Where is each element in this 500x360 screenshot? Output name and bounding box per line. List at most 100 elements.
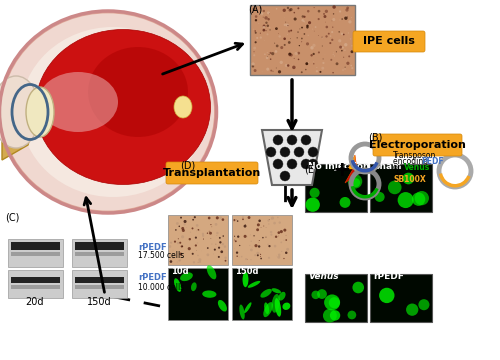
- Circle shape: [284, 37, 286, 40]
- Circle shape: [317, 289, 327, 299]
- Circle shape: [306, 62, 308, 65]
- Circle shape: [333, 13, 334, 15]
- Circle shape: [245, 258, 247, 260]
- Circle shape: [277, 217, 278, 218]
- Circle shape: [234, 219, 235, 221]
- Circle shape: [316, 70, 318, 72]
- Circle shape: [288, 53, 292, 56]
- Text: SB100X: SB100X: [393, 175, 426, 184]
- Circle shape: [298, 52, 300, 54]
- Circle shape: [266, 33, 268, 35]
- Circle shape: [348, 174, 362, 189]
- Circle shape: [270, 69, 272, 72]
- Circle shape: [260, 36, 262, 39]
- Circle shape: [306, 42, 309, 45]
- Circle shape: [326, 26, 328, 28]
- Circle shape: [339, 46, 342, 49]
- Bar: [11, 242, 60, 250]
- Ellipse shape: [36, 30, 210, 184]
- Circle shape: [181, 227, 184, 230]
- Bar: [250, 5, 355, 75]
- Circle shape: [351, 178, 360, 187]
- Text: rPEDF: rPEDF: [138, 243, 166, 252]
- Circle shape: [274, 43, 275, 44]
- Ellipse shape: [282, 302, 290, 310]
- Text: PEDF: PEDF: [421, 157, 444, 166]
- Bar: [72, 239, 127, 267]
- Circle shape: [172, 250, 174, 251]
- Circle shape: [285, 252, 288, 254]
- FancyBboxPatch shape: [353, 31, 425, 52]
- Circle shape: [278, 253, 280, 256]
- Circle shape: [302, 15, 304, 18]
- Circle shape: [180, 246, 183, 247]
- Circle shape: [278, 231, 280, 234]
- Circle shape: [336, 51, 337, 52]
- Ellipse shape: [20, 27, 206, 197]
- Circle shape: [195, 244, 197, 247]
- Text: Transposon: Transposon: [393, 150, 436, 159]
- Circle shape: [255, 19, 257, 22]
- Text: 150d: 150d: [86, 297, 112, 307]
- Text: Venus: Venus: [404, 162, 430, 171]
- Circle shape: [273, 222, 276, 224]
- Circle shape: [290, 54, 292, 57]
- Circle shape: [172, 257, 174, 259]
- Circle shape: [287, 25, 288, 26]
- Circle shape: [247, 259, 248, 260]
- Circle shape: [269, 13, 270, 14]
- Circle shape: [218, 256, 220, 258]
- Circle shape: [199, 261, 201, 263]
- Circle shape: [322, 58, 324, 59]
- Circle shape: [334, 55, 335, 57]
- Circle shape: [332, 72, 334, 73]
- Circle shape: [235, 240, 236, 242]
- Circle shape: [346, 62, 350, 65]
- Circle shape: [218, 247, 220, 249]
- Bar: [232, 268, 292, 320]
- Circle shape: [175, 229, 176, 231]
- Circle shape: [266, 24, 269, 27]
- Circle shape: [290, 30, 292, 31]
- Circle shape: [174, 240, 176, 243]
- Bar: [305, 164, 367, 212]
- Circle shape: [406, 303, 418, 316]
- Ellipse shape: [180, 273, 193, 281]
- Circle shape: [344, 17, 348, 20]
- Circle shape: [246, 236, 248, 237]
- Circle shape: [322, 37, 323, 38]
- Circle shape: [348, 55, 350, 57]
- Text: Sham: Sham: [373, 162, 402, 171]
- Wedge shape: [350, 186, 378, 198]
- Circle shape: [275, 28, 276, 29]
- Circle shape: [285, 64, 288, 67]
- Bar: [168, 215, 228, 265]
- Circle shape: [258, 23, 260, 24]
- Ellipse shape: [0, 12, 216, 212]
- Circle shape: [302, 19, 304, 22]
- Text: Electroporation: Electroporation: [369, 140, 466, 150]
- Circle shape: [306, 26, 308, 28]
- Circle shape: [222, 243, 224, 246]
- Circle shape: [352, 282, 364, 293]
- Circle shape: [288, 41, 290, 44]
- Circle shape: [346, 8, 348, 12]
- Text: (A): (A): [248, 5, 262, 15]
- Circle shape: [178, 238, 179, 239]
- Circle shape: [188, 238, 191, 240]
- Circle shape: [330, 59, 332, 61]
- Wedge shape: [350, 160, 378, 172]
- Bar: [75, 285, 124, 289]
- Bar: [11, 277, 60, 283]
- Circle shape: [262, 237, 264, 238]
- Ellipse shape: [272, 288, 281, 293]
- Circle shape: [274, 50, 278, 53]
- Circle shape: [316, 67, 318, 68]
- Circle shape: [270, 234, 272, 236]
- Circle shape: [322, 62, 324, 64]
- Circle shape: [312, 291, 320, 299]
- Circle shape: [214, 223, 218, 226]
- Circle shape: [257, 223, 260, 226]
- Circle shape: [276, 45, 278, 47]
- Bar: [75, 277, 124, 283]
